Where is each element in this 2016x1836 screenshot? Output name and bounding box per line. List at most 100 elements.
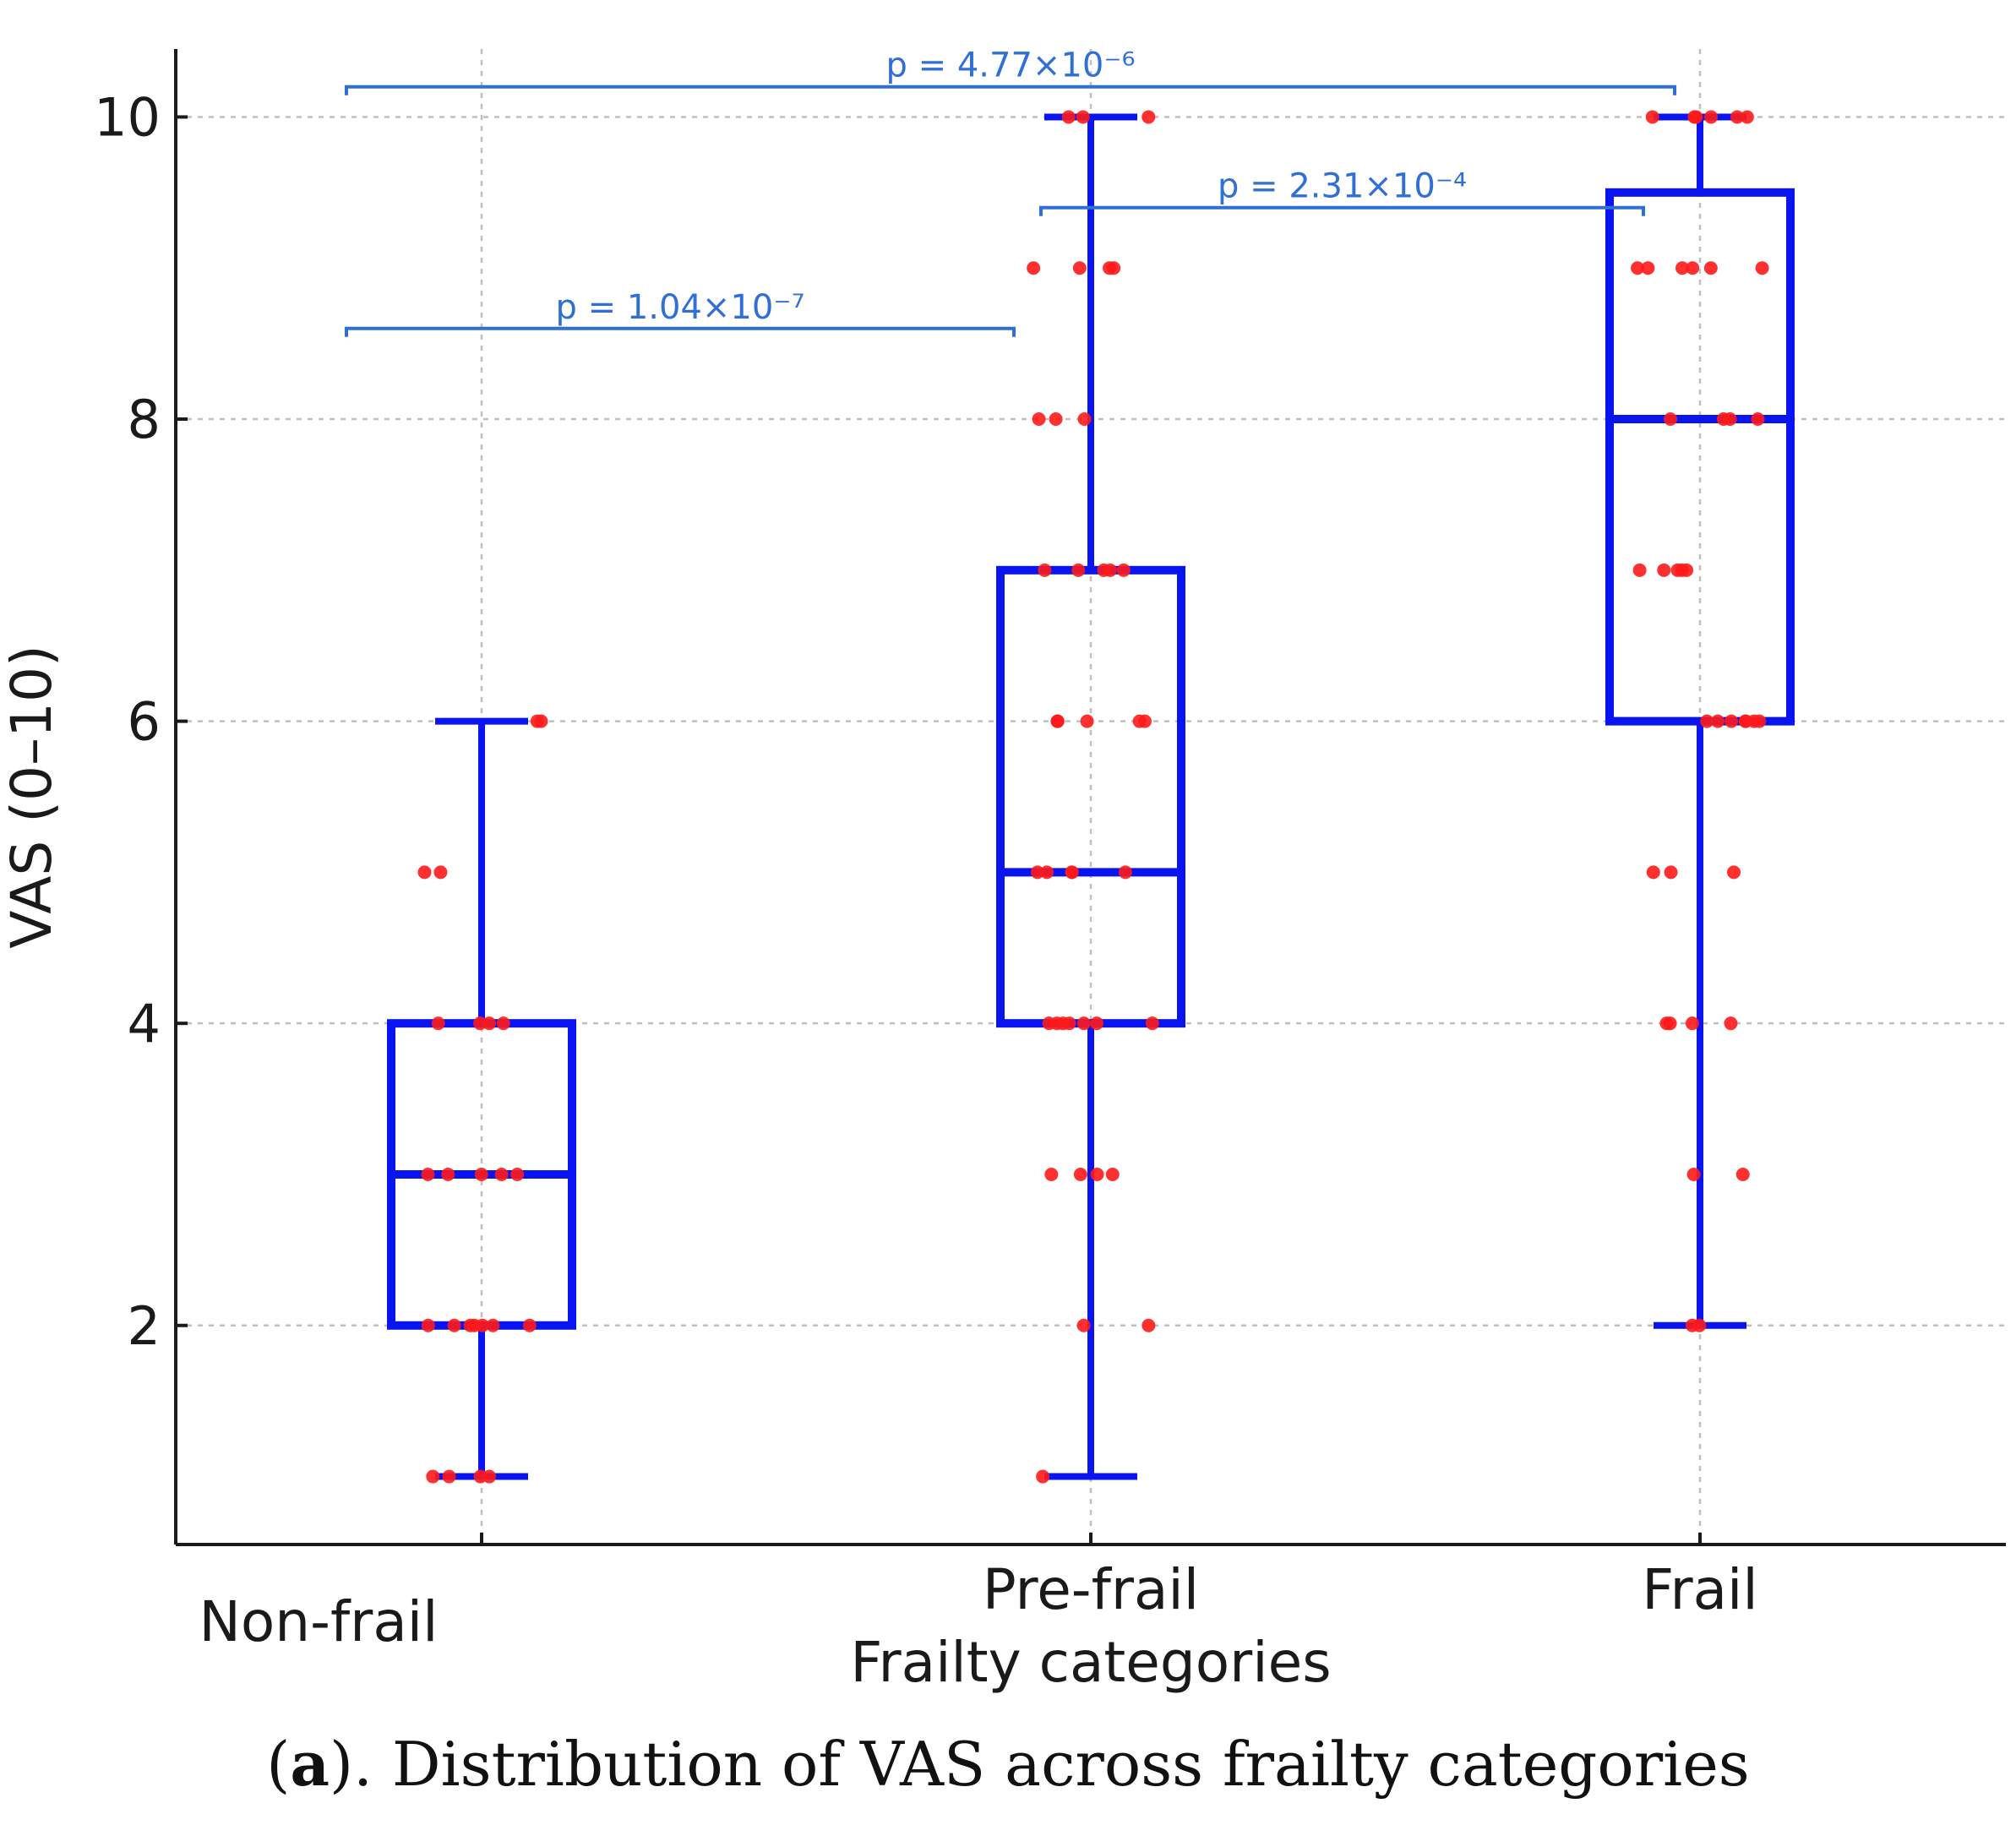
- data-point: [1118, 865, 1132, 880]
- data-point: [1686, 261, 1700, 275]
- data-point: [1664, 412, 1678, 427]
- data-point: [1105, 1167, 1120, 1181]
- y-axis-title: VAS (0–10): [0, 645, 64, 948]
- data-point: [1723, 412, 1737, 427]
- data-point: [1685, 1318, 1699, 1332]
- data-point: [1726, 865, 1741, 880]
- data-point: [1040, 865, 1054, 880]
- data-point: [1751, 412, 1765, 427]
- caption-text: ). Distribution of VAS across frailty ca…: [330, 1729, 1750, 1800]
- data-point: [1090, 1016, 1104, 1031]
- data-point: [1711, 714, 1725, 728]
- data-point: [1080, 714, 1094, 728]
- y-tick-label: 6: [128, 691, 161, 753]
- data-point: [496, 1016, 510, 1031]
- data-point: [1735, 1167, 1750, 1181]
- data-point: [1730, 110, 1744, 124]
- data-point: [1032, 412, 1046, 427]
- caption-open: (: [266, 1729, 291, 1800]
- data-point: [1030, 865, 1044, 880]
- data-point: [1116, 563, 1131, 577]
- data-point: [1065, 865, 1079, 880]
- significance-bracket: [1039, 205, 1645, 216]
- x-tick-label: Non-frail: [199, 1589, 439, 1654]
- data-point: [1740, 110, 1754, 124]
- data-point: [1076, 1016, 1091, 1031]
- data-point: [1700, 714, 1714, 728]
- data-point: [473, 1016, 488, 1031]
- data-point: [1631, 261, 1645, 275]
- data-point: [1141, 1318, 1156, 1332]
- significance-bracket: [345, 326, 1016, 337]
- data-point: [1686, 1167, 1701, 1181]
- data-point: [1703, 261, 1718, 275]
- data-point: [1103, 563, 1117, 577]
- data-point: [1072, 261, 1087, 275]
- data-point: [1038, 563, 1052, 577]
- data-point: [1071, 563, 1086, 577]
- x-tick-label: Frail: [1642, 1557, 1757, 1622]
- data-point: [1680, 563, 1694, 577]
- data-point: [1076, 110, 1090, 124]
- data-point: [1027, 261, 1041, 275]
- data-point: [441, 1167, 455, 1181]
- data-point: [1090, 1167, 1104, 1181]
- data-point: [1077, 412, 1092, 427]
- data-point: [1724, 714, 1739, 728]
- y-tick-label: 10: [94, 86, 161, 148]
- data-point: [1739, 714, 1753, 728]
- p-value-label: p = 4.77×10⁻⁶: [886, 46, 1136, 85]
- data-point: [1675, 261, 1689, 275]
- x-tick-label: Pre-frail: [983, 1557, 1199, 1622]
- y-tick-label: 2: [128, 1295, 161, 1357]
- data-point: [426, 1469, 440, 1484]
- data-point: [1141, 110, 1156, 124]
- data-point: [421, 1318, 435, 1332]
- data-point: [1073, 1167, 1087, 1181]
- caption-label: a: [290, 1728, 330, 1800]
- data-point: [1036, 1469, 1050, 1484]
- data-point: [1664, 865, 1678, 880]
- data-point: [1645, 110, 1659, 124]
- y-tick-label: 8: [128, 389, 161, 450]
- data-point: [1049, 1016, 1064, 1031]
- chart-canvas: 2 4 6 8 10 Non-frail Pre-frail Frail Frailty cat…: [0, 46, 2006, 1695]
- data-point: [1061, 110, 1076, 124]
- data-point: [534, 714, 548, 728]
- data-point: [474, 1167, 488, 1181]
- significance-bracket: [345, 84, 1676, 95]
- iqr-box: [1605, 188, 1795, 726]
- data-point: [1724, 1016, 1738, 1031]
- data-point: [431, 1016, 445, 1031]
- data-point: [1704, 110, 1719, 124]
- data-point: [1685, 1016, 1699, 1031]
- data-point: [510, 1167, 525, 1181]
- data-point: [421, 1167, 435, 1181]
- data-point: [1657, 563, 1671, 577]
- data-point: [482, 1016, 497, 1031]
- data-point: [1132, 714, 1147, 728]
- data-point: [1062, 1016, 1076, 1031]
- data-point: [417, 865, 432, 880]
- data-point: [1641, 261, 1655, 275]
- data-point: [447, 1318, 461, 1332]
- data-point: [1632, 563, 1647, 577]
- data-point: [522, 1318, 537, 1332]
- x-axis-title: Frailty categories: [850, 1630, 1331, 1695]
- data-point: [1145, 1016, 1159, 1031]
- p-value-label: p = 1.04×10⁻⁷: [556, 288, 805, 327]
- data-point: [1659, 1016, 1674, 1031]
- data-point: [486, 1318, 500, 1332]
- data-point: [433, 865, 448, 880]
- data-point: [1049, 412, 1063, 427]
- data-point: [1050, 714, 1065, 728]
- data-point: [482, 1469, 497, 1484]
- data-point: [1689, 110, 1703, 124]
- data-point: [475, 1318, 489, 1332]
- y-tick-label: 4: [128, 993, 161, 1054]
- data-point: [1076, 1318, 1091, 1332]
- p-value-label: p = 2.31×10⁻⁴: [1218, 167, 1467, 206]
- data-point: [1044, 1167, 1059, 1181]
- figure-caption: (a). Distribution of VAS across frailty …: [0, 1728, 2016, 1800]
